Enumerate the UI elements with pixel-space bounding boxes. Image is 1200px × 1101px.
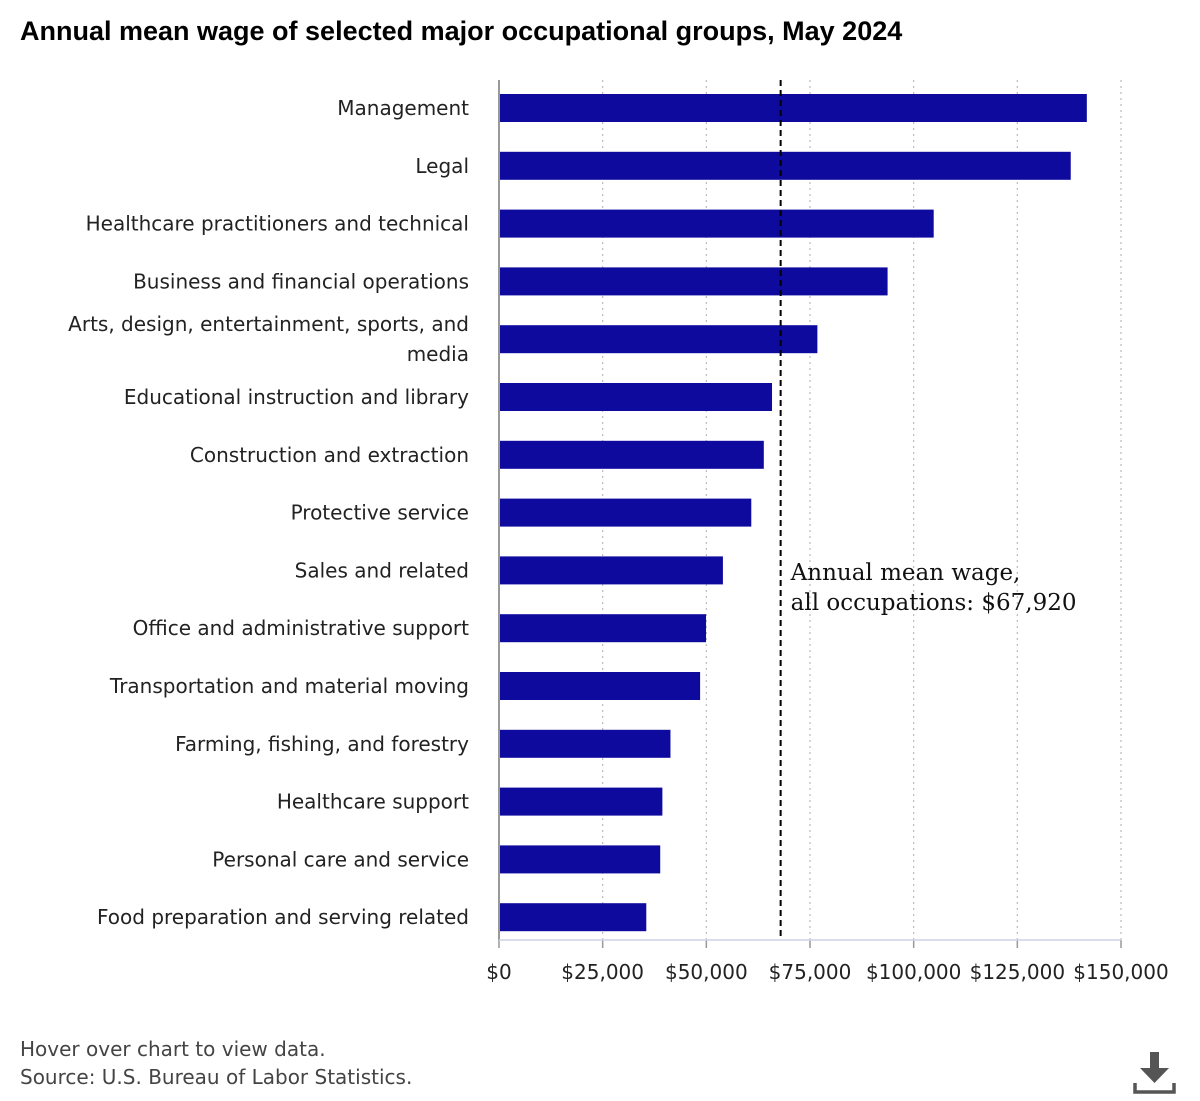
- category-label: Construction and extraction: [190, 443, 469, 467]
- bar[interactable]: [500, 614, 707, 643]
- category-label: Educational instruction and library: [124, 385, 469, 409]
- category-label: Personal care and service: [212, 847, 469, 871]
- x-tick-label: $125,000: [970, 960, 1065, 984]
- x-tick-label: $25,000: [561, 960, 644, 984]
- bar[interactable]: [500, 325, 818, 354]
- x-tick-label: $50,000: [665, 960, 748, 984]
- hover-hint: Hover over chart to view data.: [20, 1037, 326, 1061]
- bar[interactable]: [500, 151, 1071, 180]
- x-tick-label: $75,000: [769, 960, 852, 984]
- download-icon: [1133, 1052, 1176, 1094]
- x-tick-label: $100,000: [866, 960, 961, 984]
- bar[interactable]: [500, 903, 647, 932]
- mean-wage-annotation: all occupations: $67,920: [791, 590, 1077, 616]
- bar[interactable]: [500, 672, 701, 700]
- category-label: Business and financial operations: [133, 269, 469, 293]
- chart-title: Annual mean wage of selected major occup…: [20, 16, 903, 46]
- category-label: Food preparation and serving related: [97, 905, 469, 929]
- bar[interactable]: [500, 556, 723, 585]
- category-label: Sales and related: [295, 558, 469, 582]
- bar[interactable]: [500, 845, 661, 874]
- x-tick-label: $0: [486, 960, 511, 984]
- category-label: Farming, fishing, and forestry: [175, 732, 469, 756]
- category-label: Management: [337, 96, 469, 120]
- category-label: Transportation and material moving: [109, 674, 469, 698]
- mean-wage-annotation: Annual mean wage,: [790, 560, 1021, 586]
- bar[interactable]: [500, 787, 663, 816]
- bar[interactable]: [500, 440, 764, 469]
- source-note: Source: U.S. Bureau of Labor Statistics.: [20, 1065, 413, 1089]
- bar[interactable]: [500, 267, 888, 296]
- category-label: Healthcare practitioners and technical: [86, 212, 469, 236]
- category-label: Office and administrative support: [133, 616, 470, 640]
- bar[interactable]: [500, 729, 671, 758]
- category-label: Protective service: [291, 501, 469, 525]
- x-tick-label: $150,000: [1073, 960, 1168, 984]
- category-label: Legal: [415, 154, 469, 178]
- chart-footer: Hover over chart to view data. Source: U…: [20, 1035, 412, 1091]
- bar[interactable]: [500, 209, 934, 238]
- bar[interactable]: [500, 94, 1087, 122]
- category-label: Arts, design, entertainment, sports, and: [68, 312, 469, 336]
- category-label: Healthcare support: [277, 790, 469, 814]
- bar-chart[interactable]: $0 $25,000 $50,000 $75,000 $100,000 $125,000 $…: [0, 0, 1200, 1020]
- category-label: media: [407, 342, 469, 366]
- bar[interactable]: [500, 498, 752, 527]
- bar[interactable]: [500, 383, 773, 411]
- download-button[interactable]: [1132, 1050, 1178, 1096]
